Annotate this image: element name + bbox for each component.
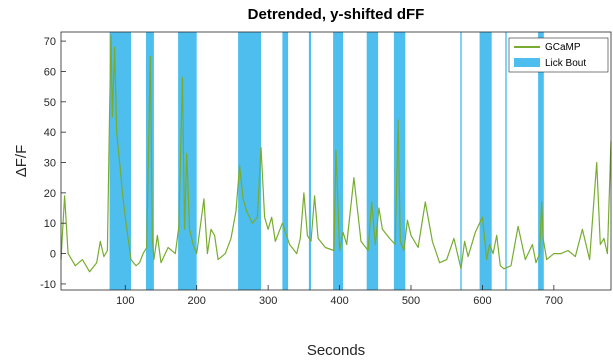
lick-bout-bar-12 (505, 32, 507, 290)
y-tick-label: 70 (44, 36, 56, 48)
gcamp-series-line (60, 34, 612, 273)
x-axis-ticks: 100 200 300 400 500 600 700 (116, 285, 563, 307)
lick-bout-bar-11 (479, 32, 492, 290)
x-tick-label: 200 (188, 295, 206, 307)
lick-bout-bars (109, 32, 544, 290)
plot-frame (60, 31, 612, 291)
lick-bout-bar-6 (308, 32, 311, 290)
chart-title: Detrended, y-shifted dFF (248, 6, 425, 23)
y-tick-label: 40 (44, 127, 56, 139)
x-tick-label: 300 (259, 295, 277, 307)
x-tick-label: 400 (330, 295, 348, 307)
plot-area (60, 31, 612, 291)
lick-bout-bar-7 (333, 32, 344, 290)
y-tick-label: 20 (44, 188, 56, 200)
legend-gcamp-label: GCaMP (545, 42, 581, 53)
legend-lick-bout-label: Lick Bout (545, 58, 586, 69)
x-tick-label: 600 (473, 295, 491, 307)
lick-bout-bar-1 (109, 32, 131, 290)
lick-bout-bar-2 (146, 32, 154, 290)
y-tick-label: 0 (50, 249, 56, 261)
y-tick-label: 30 (44, 158, 56, 170)
y-tick-label: -10 (40, 279, 56, 291)
y-tick-label: 50 (44, 97, 56, 109)
y-axis-label: ΔF/F (13, 145, 30, 178)
lick-bout-bar-9 (393, 32, 406, 290)
lick-bout-bar-4 (238, 32, 261, 290)
lick-bout-bar-5 (282, 32, 289, 290)
legend: GCaMP Lick Bout (508, 37, 609, 73)
x-tick-label: 500 (402, 295, 420, 307)
lick-bout-bar-10 (460, 32, 462, 290)
y-tick-label: 10 (44, 218, 56, 230)
lick-bout-bar-13 (538, 32, 544, 290)
y-tick-label: 60 (44, 66, 56, 78)
legend-lick-bout-swatch (514, 58, 540, 67)
x-tick-label: 100 (116, 295, 134, 307)
lick-bout-bar-8 (366, 32, 379, 290)
y-axis-ticks: -10 0 10 20 30 40 50 60 70 (40, 36, 66, 291)
x-axis-label: Seconds (307, 342, 365, 359)
x-tick-label: 700 (545, 295, 563, 307)
